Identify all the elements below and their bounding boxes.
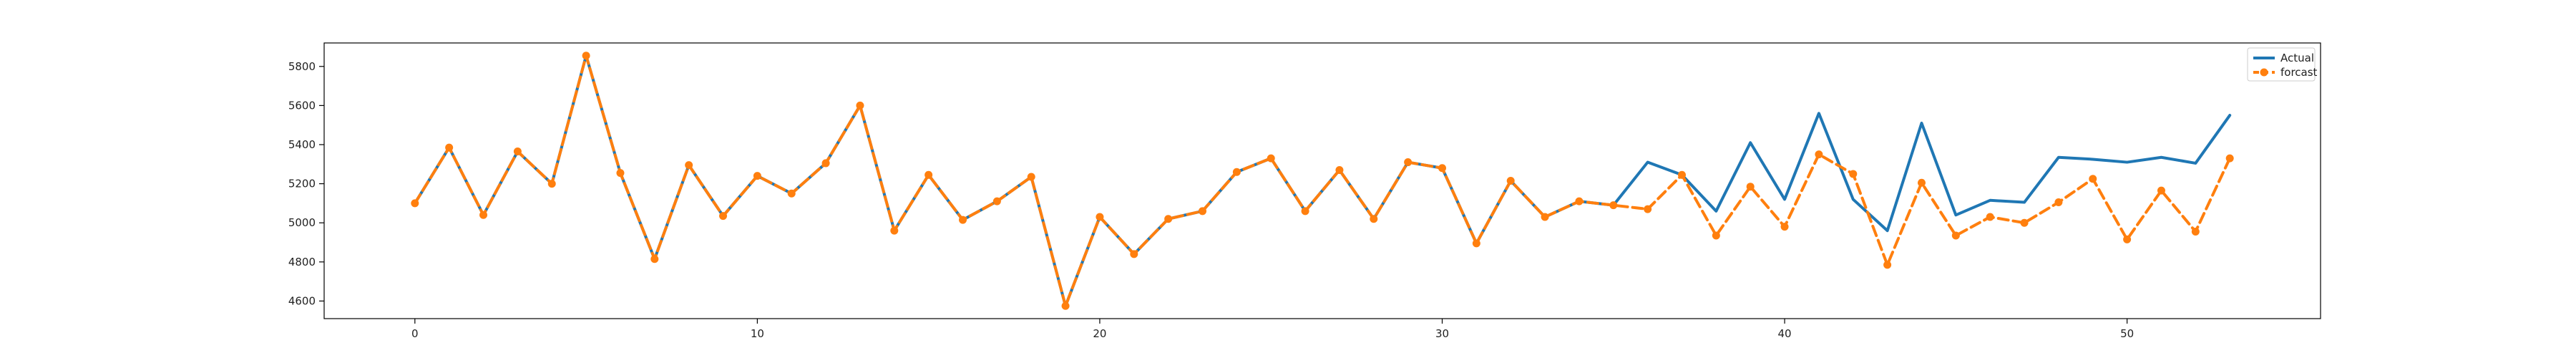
- data-point-forcast: [890, 226, 899, 235]
- data-point-forcast: [479, 211, 488, 219]
- data-point-forcast: [992, 197, 1001, 205]
- y-tick-label: 4800: [288, 256, 316, 268]
- data-point-forcast: [1712, 231, 1720, 240]
- series-line-forcast: [413, 54, 2232, 308]
- data-point-forcast: [2089, 175, 2097, 183]
- data-point-forcast: [1780, 223, 1789, 231]
- y-axis: 4600 4800 5000 5200 5400 5600 5800: [288, 60, 324, 307]
- plot-frame: [323, 42, 2321, 319]
- data-point-forcast: [2054, 198, 2063, 207]
- y-tick-label: 5800: [288, 60, 316, 73]
- x-tick-label: 20: [1093, 327, 1106, 340]
- data-point-forcast: [1644, 205, 1652, 213]
- data-point-forcast: [1506, 177, 1515, 185]
- data-point-forcast: [1472, 239, 1480, 248]
- data-point-forcast: [1130, 250, 1138, 258]
- data-point-forcast: [547, 180, 556, 188]
- y-tick-label: 5400: [288, 138, 316, 151]
- data-point-forcast: [821, 159, 830, 168]
- y-tick-label: 5000: [288, 216, 316, 229]
- data-point-forcast: [2157, 186, 2165, 195]
- x-tick-label: 50: [2120, 327, 2134, 340]
- data-point-forcast: [787, 189, 796, 198]
- data-point-forcast: [616, 169, 625, 178]
- legend-label-actual: Actual: [2280, 52, 2314, 64]
- data-point-forcast: [1096, 213, 1104, 221]
- legend-marker: [2260, 68, 2268, 77]
- x-tick-label: 10: [751, 327, 764, 340]
- data-point-forcast: [1232, 168, 1241, 176]
- y-tick-label: 5600: [288, 99, 316, 112]
- data-point-forcast: [1815, 150, 1823, 159]
- x-tick-label: 0: [411, 327, 419, 340]
- data-point-forcast: [1301, 207, 1309, 216]
- data-point-forcast: [2225, 154, 2234, 163]
- data-point-forcast: [411, 199, 419, 208]
- data-point-forcast: [1883, 261, 1892, 269]
- data-point-forcast: [513, 147, 522, 156]
- data-point-forcast: [2191, 227, 2200, 236]
- legend: Actual forcast: [2247, 47, 2318, 82]
- data-point-forcast: [959, 216, 967, 224]
- data-point-forcast: [1438, 164, 1446, 173]
- data-point-forcast: [924, 170, 933, 179]
- data-point-forcast: [582, 52, 590, 60]
- data-point-forcast: [1677, 170, 1686, 179]
- data-point-forcast: [753, 172, 761, 180]
- data-point-forcast: [1849, 170, 1858, 178]
- data-point-forcast: [1267, 154, 1275, 163]
- data-point-forcast: [685, 161, 693, 170]
- data-point-forcast: [1609, 201, 1618, 210]
- data-point-forcast: [1335, 165, 1344, 174]
- y-tick-label: 4600: [288, 294, 316, 307]
- data-point-forcast: [1575, 197, 1584, 205]
- data-point-forcast: [1027, 173, 1035, 181]
- data-point-forcast: [445, 143, 454, 152]
- data-point-forcast: [1917, 178, 1926, 187]
- data-point-forcast: [1370, 215, 1378, 223]
- data-point-forcast: [1164, 215, 1173, 223]
- legend-label-forcast: forcast: [2280, 66, 2318, 79]
- y-tick-label: 5200: [288, 178, 316, 190]
- data-point-forcast: [719, 212, 728, 221]
- data-point-forcast: [2020, 218, 2029, 227]
- x-tick-label: 40: [1778, 327, 1792, 340]
- data-point-forcast: [856, 101, 864, 110]
- data-point-forcast: [1986, 213, 1994, 221]
- data-point-forcast: [2123, 235, 2132, 243]
- data-point-forcast: [1746, 183, 1755, 191]
- data-point-forcast: [1199, 207, 1206, 216]
- data-point-forcast: [1951, 231, 1960, 240]
- data-point-forcast: [1061, 301, 1070, 310]
- x-axis: 0 10 20 30 40 50: [411, 319, 2134, 340]
- data-point-forcast: [1541, 213, 1549, 221]
- data-point-forcast: [650, 255, 659, 263]
- data-point-forcast: [1404, 158, 1413, 167]
- plot-area: [324, 43, 2321, 319]
- series-layer: [411, 52, 2234, 310]
- x-tick-label: 30: [1435, 327, 1449, 340]
